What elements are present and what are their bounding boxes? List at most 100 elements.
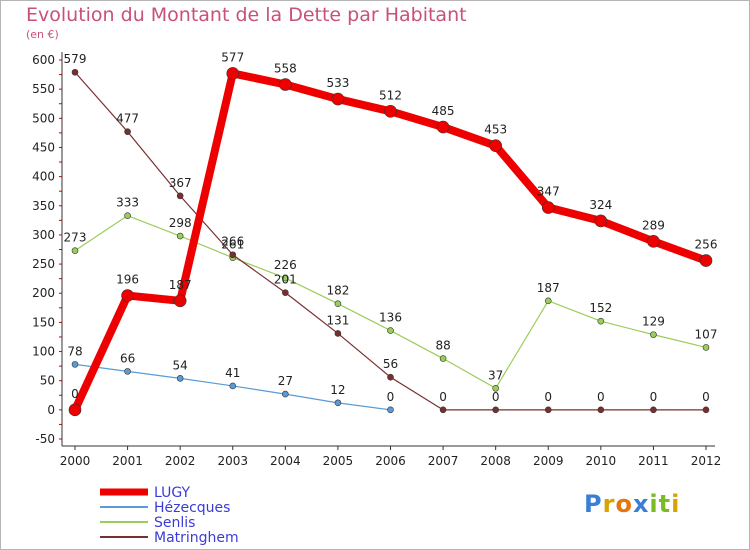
- data-label: 579: [64, 52, 87, 66]
- x-tick-label: 2009: [533, 454, 564, 468]
- data-point: [597, 317, 605, 325]
- data-point: [597, 406, 605, 414]
- data-point: [282, 289, 289, 296]
- x-tick-label: 2010: [586, 454, 617, 468]
- data-point: [647, 235, 660, 248]
- logo-letter: x: [632, 490, 650, 518]
- data-point: [124, 212, 131, 219]
- data-point: [544, 406, 552, 414]
- data-point: [71, 68, 79, 76]
- data-point: [334, 399, 342, 407]
- data-label: 129: [642, 315, 665, 329]
- y-tick-label: 150: [32, 315, 55, 329]
- logo-letter: P: [584, 490, 603, 518]
- legend-item: Matringhem: [100, 530, 239, 546]
- y-tick-label: 600: [32, 53, 55, 67]
- data-label: 187: [169, 278, 192, 292]
- series-hézecques: 78 66 54 41 27 12 0: [67, 344, 395, 414]
- data-point: [282, 274, 289, 282]
- legend-label: LUGY: [154, 485, 191, 501]
- y-tick-label: 500: [32, 111, 55, 125]
- data-label: 136: [379, 311, 402, 325]
- data-point: [439, 406, 447, 414]
- logo-letter: o: [615, 490, 633, 518]
- data-label: 131: [326, 313, 349, 327]
- data-point: [71, 361, 79, 368]
- data-label: 66: [120, 351, 135, 365]
- data-label: 0: [439, 390, 447, 404]
- data-point: [702, 344, 710, 351]
- data-point: [334, 330, 342, 337]
- y-tick-label: 400: [32, 170, 55, 184]
- data-point: [68, 403, 82, 417]
- logo-letter: t: [658, 490, 672, 518]
- y-tick-label: 450: [32, 140, 55, 154]
- data-point: [594, 214, 608, 228]
- data-label: 256: [695, 238, 718, 252]
- data-label: 0: [71, 387, 79, 401]
- data-label: 0: [544, 390, 552, 404]
- data-point: [699, 254, 713, 267]
- data-label: 56: [383, 357, 398, 371]
- y-tick-label: 50: [40, 374, 55, 388]
- y-tick-label: 300: [32, 228, 55, 242]
- data-label: 298: [169, 216, 192, 230]
- data-point: [229, 382, 237, 390]
- x-tick-label: 2011: [638, 454, 669, 468]
- chart-title: Evolution du Montant de la Dette par Hab…: [26, 4, 467, 26]
- data-point: [489, 139, 502, 153]
- logo-letter: i: [649, 490, 659, 518]
- data-point: [544, 297, 552, 305]
- series-lugy: 0 196 187 577 558 533 512 485 453 347 324 289 256: [68, 50, 718, 417]
- logo-letter: i: [671, 490, 681, 518]
- data-point: [331, 92, 345, 106]
- data-label: 78: [67, 344, 82, 358]
- x-tick-label: 2001: [112, 454, 143, 468]
- data-point: [282, 390, 289, 398]
- data-point: [492, 406, 499, 414]
- data-label: 54: [173, 358, 188, 372]
- data-label: 453: [484, 123, 507, 137]
- data-label: 477: [116, 112, 139, 126]
- y-tick-label: 250: [32, 257, 55, 271]
- data-label: 201: [274, 273, 297, 287]
- chart-unit: (en €): [26, 28, 59, 41]
- y-tick-label: 0: [47, 403, 55, 417]
- data-label: 27: [278, 374, 293, 388]
- data-label: 333: [116, 196, 139, 210]
- data-point: [176, 232, 184, 240]
- legend-label: Matringhem: [154, 530, 239, 546]
- x-tick-label: 2003: [217, 454, 248, 468]
- data-label: 289: [642, 218, 665, 232]
- data-label: 0: [702, 390, 710, 404]
- data-label: 0: [650, 390, 658, 404]
- x-tick-label: 2005: [323, 454, 354, 468]
- data-point: [702, 406, 710, 414]
- data-label: 266: [221, 235, 244, 249]
- x-tick-label: 2000: [60, 454, 91, 468]
- data-point: [650, 331, 657, 338]
- data-point: [650, 406, 657, 414]
- data-label: 196: [116, 273, 139, 287]
- x-tick-label: 2002: [165, 454, 196, 468]
- data-label: 182: [326, 284, 349, 298]
- data-point: [436, 120, 450, 134]
- x-tick-label: 2012: [691, 454, 722, 468]
- data-label: 226: [274, 258, 297, 272]
- x-tick-label: 2008: [480, 454, 511, 468]
- data-point: [176, 192, 184, 200]
- data-point: [71, 247, 79, 254]
- data-label: 558: [274, 61, 297, 75]
- y-tick-label: 350: [32, 199, 55, 213]
- data-label: 0: [387, 390, 395, 404]
- data-point: [387, 327, 394, 334]
- data-label: 0: [492, 390, 500, 404]
- data-point: [279, 78, 292, 91]
- series-matringhem: 579 477 367 266 201 131 56 0 0 0 0 0 0: [64, 52, 710, 414]
- data-label: 152: [589, 301, 612, 315]
- data-point: [124, 368, 131, 375]
- data-point: [492, 384, 499, 392]
- data-label: 37: [488, 368, 503, 382]
